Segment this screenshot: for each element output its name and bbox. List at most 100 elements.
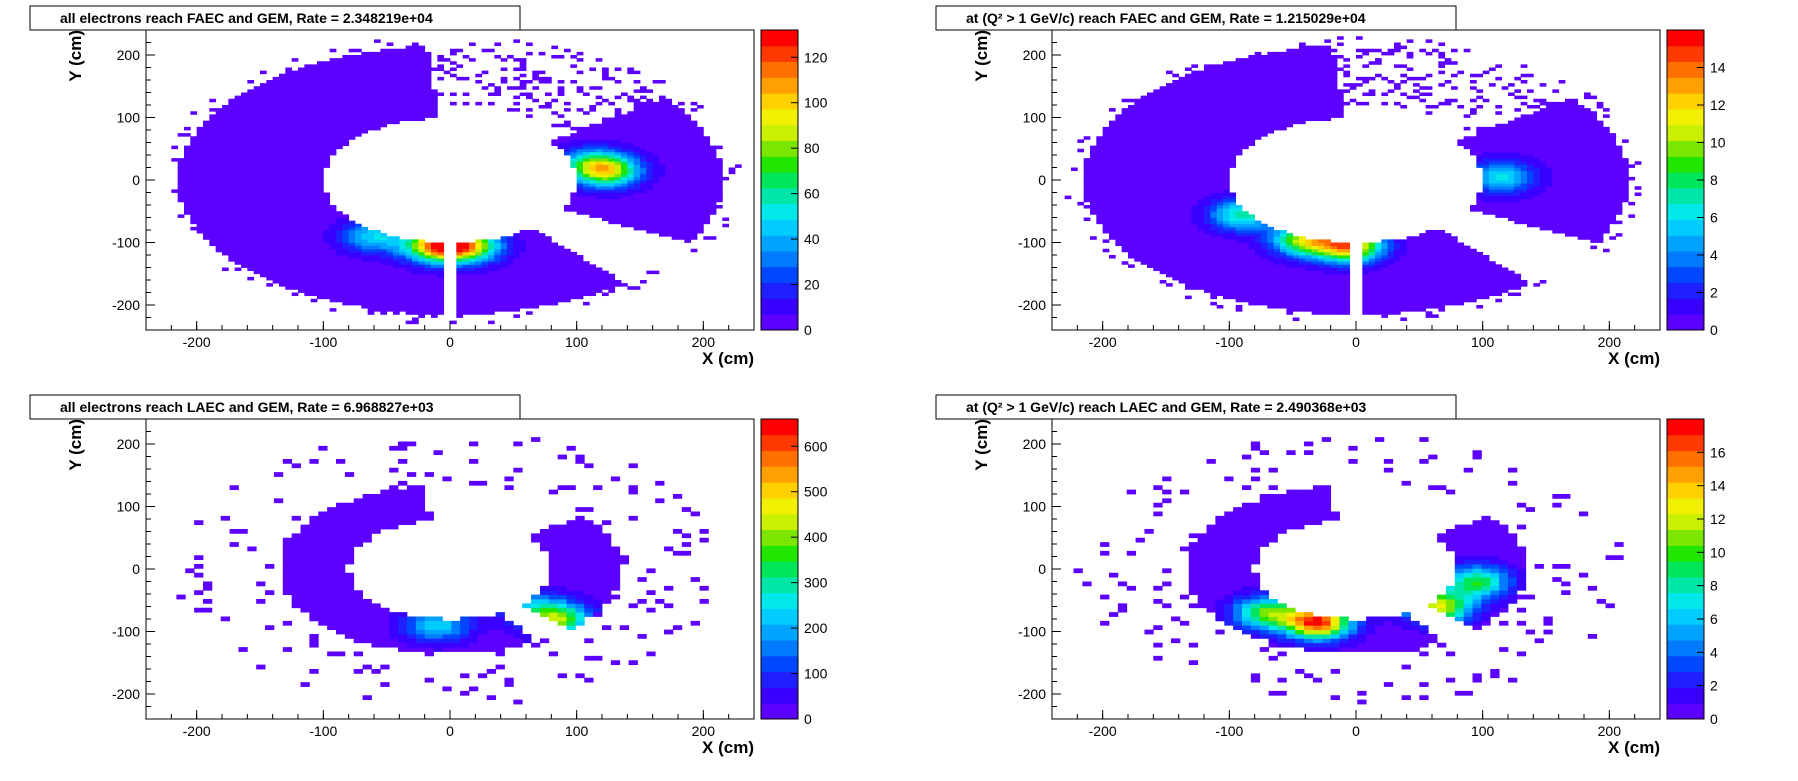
heatmap-cell xyxy=(425,264,432,268)
heatmap-cell xyxy=(412,264,419,268)
heatmap-cell xyxy=(640,208,647,212)
heatmap-cell xyxy=(178,161,185,165)
heatmap-cell xyxy=(703,152,710,156)
heatmap-cell xyxy=(298,146,305,150)
heatmap-cell xyxy=(494,296,501,300)
heatmap-cell xyxy=(1147,252,1154,256)
heatmap-cell xyxy=(596,202,603,206)
heatmap-cell xyxy=(380,83,387,87)
heatmap-cell xyxy=(298,99,305,103)
heatmap-cell xyxy=(1160,252,1167,256)
heatmap-cell xyxy=(317,143,324,147)
heatmap-cell xyxy=(583,286,590,290)
heatmap-cell xyxy=(583,274,590,278)
heatmap-cell xyxy=(241,243,248,247)
heatmap-cell xyxy=(640,108,647,112)
heatmap-cell xyxy=(608,214,615,218)
heatmap-cell xyxy=(646,221,653,225)
heatmap-cell xyxy=(1141,236,1148,240)
heatmap-cell xyxy=(203,186,210,190)
heatmap-cell xyxy=(1185,161,1192,165)
heatmap-cell xyxy=(247,208,254,212)
heatmap-cell xyxy=(1210,108,1217,112)
heatmap-cell xyxy=(298,258,305,262)
heatmap-cell xyxy=(1172,230,1179,234)
heatmap-cell xyxy=(380,252,387,256)
heatmap-cell xyxy=(691,233,698,237)
heatmap-cell xyxy=(254,146,261,150)
heatmap-cell xyxy=(1204,127,1211,131)
heatmap-cell xyxy=(691,164,698,168)
heatmap-cell xyxy=(209,186,216,190)
x-tick-label: 200 xyxy=(692,334,716,350)
heatmap-cell xyxy=(425,64,432,68)
heatmap-cell xyxy=(266,127,273,131)
heatmap-cell xyxy=(1115,193,1122,197)
heatmap-cell xyxy=(323,214,330,218)
heatmap-cell xyxy=(355,133,362,137)
heatmap-cell xyxy=(564,143,571,147)
heatmap-cell xyxy=(1191,252,1198,256)
heatmap-cell xyxy=(1153,208,1160,212)
heatmap-cell xyxy=(627,124,634,128)
heatmap-cell xyxy=(665,127,672,131)
heatmap-cell xyxy=(640,164,647,168)
heatmap-cell xyxy=(380,286,387,290)
heatmap-cell xyxy=(431,271,438,275)
heatmap-cell xyxy=(1204,174,1211,178)
heatmap-cell xyxy=(228,177,235,181)
heatmap-cell xyxy=(469,286,476,290)
heatmap-cell xyxy=(330,261,337,265)
heatmap-cell xyxy=(266,155,273,159)
heatmap-cell xyxy=(380,80,387,84)
heatmap-cell xyxy=(190,180,197,184)
heatmap-cell xyxy=(323,246,330,250)
heatmap-cell xyxy=(1210,77,1217,81)
heatmap-cell xyxy=(1179,196,1186,200)
heatmap-cell xyxy=(672,108,679,112)
heatmap-cell xyxy=(1122,114,1129,118)
heatmap-cell xyxy=(672,224,679,228)
heatmap-cell xyxy=(703,221,710,225)
heatmap-cell xyxy=(672,124,679,128)
heatmap-cell xyxy=(640,280,647,284)
heatmap-cell xyxy=(418,252,425,256)
heatmap-cell xyxy=(1179,243,1186,247)
heatmap-cell xyxy=(1084,199,1091,203)
heatmap-cell xyxy=(349,252,356,256)
heatmap-cell xyxy=(475,296,482,300)
heatmap-cell xyxy=(260,177,267,181)
heatmap-cell xyxy=(1109,121,1116,125)
heatmap-cell xyxy=(545,105,552,109)
heatmap-cell xyxy=(1141,102,1148,106)
heatmap-cell xyxy=(615,155,622,159)
heatmap-cell xyxy=(463,252,470,256)
heatmap-cell xyxy=(1103,196,1110,200)
heatmap-cell xyxy=(684,155,691,159)
heatmap-cell xyxy=(570,293,577,297)
heatmap-cell xyxy=(235,196,242,200)
heatmap-cell xyxy=(1166,189,1173,193)
heatmap-cell xyxy=(710,168,717,172)
heatmap-cell xyxy=(684,208,691,212)
heatmap-cell xyxy=(216,139,223,143)
heatmap-cell xyxy=(697,230,704,234)
heatmap-cell xyxy=(1179,155,1186,159)
heatmap-cell xyxy=(1217,227,1224,231)
heatmap-cell xyxy=(1160,199,1167,203)
heatmap-cell xyxy=(216,230,223,234)
heatmap-cell xyxy=(564,258,571,262)
heatmap-cell xyxy=(431,252,438,256)
heatmap-cell xyxy=(589,274,596,278)
heatmap-cell xyxy=(1128,149,1135,153)
heatmap-cell xyxy=(501,271,508,275)
heatmap-cell xyxy=(393,80,400,84)
heatmap-cell xyxy=(583,133,590,137)
heatmap-cell xyxy=(317,149,324,153)
heatmap-cell xyxy=(1141,136,1148,140)
heatmap-cell xyxy=(621,224,628,228)
colorbar-segment xyxy=(761,77,798,93)
heatmap-cell xyxy=(456,280,463,284)
heatmap-cell xyxy=(463,93,470,97)
heatmap-cell xyxy=(1217,283,1224,287)
